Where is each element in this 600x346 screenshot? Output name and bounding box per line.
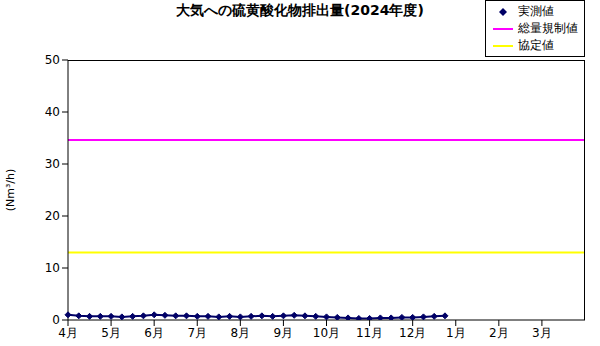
svg-text:1月: 1月 (446, 326, 466, 340)
svg-text:40: 40 (45, 105, 60, 119)
svg-text:9月: 9月 (274, 326, 294, 340)
svg-text:8月: 8月 (231, 326, 251, 340)
svg-text:11月: 11月 (356, 326, 383, 340)
svg-text:10: 10 (45, 261, 60, 275)
svg-text:7月: 7月 (187, 326, 207, 340)
svg-text:2月: 2月 (489, 326, 509, 340)
svg-text:10月: 10月 (313, 326, 340, 340)
svg-text:5月: 5月 (101, 326, 121, 340)
html-text:大気への硫黄酸化物排出量(2024年度): 大気への硫黄酸化物排出量(2024年度) (176, 2, 424, 18)
svg-text:50: 50 (45, 53, 60, 67)
svg-text:(Nm³/h): (Nm³/h) (8, 169, 17, 212)
html-text:協定値: 協定値 (518, 38, 554, 52)
html-text:実測値: 実測値 (518, 4, 554, 18)
html-text:総量規制値: 総量規制値 (518, 21, 578, 35)
svg-text:3月: 3月 (532, 326, 552, 340)
svg-text:12月: 12月 (399, 326, 426, 340)
svg-text:0: 0 (52, 313, 60, 327)
svg-text:6月: 6月 (144, 326, 164, 340)
svg-text:30: 30 (45, 157, 60, 171)
svg-text:4月: 4月 (58, 326, 78, 340)
svg-text:20: 20 (45, 209, 60, 223)
